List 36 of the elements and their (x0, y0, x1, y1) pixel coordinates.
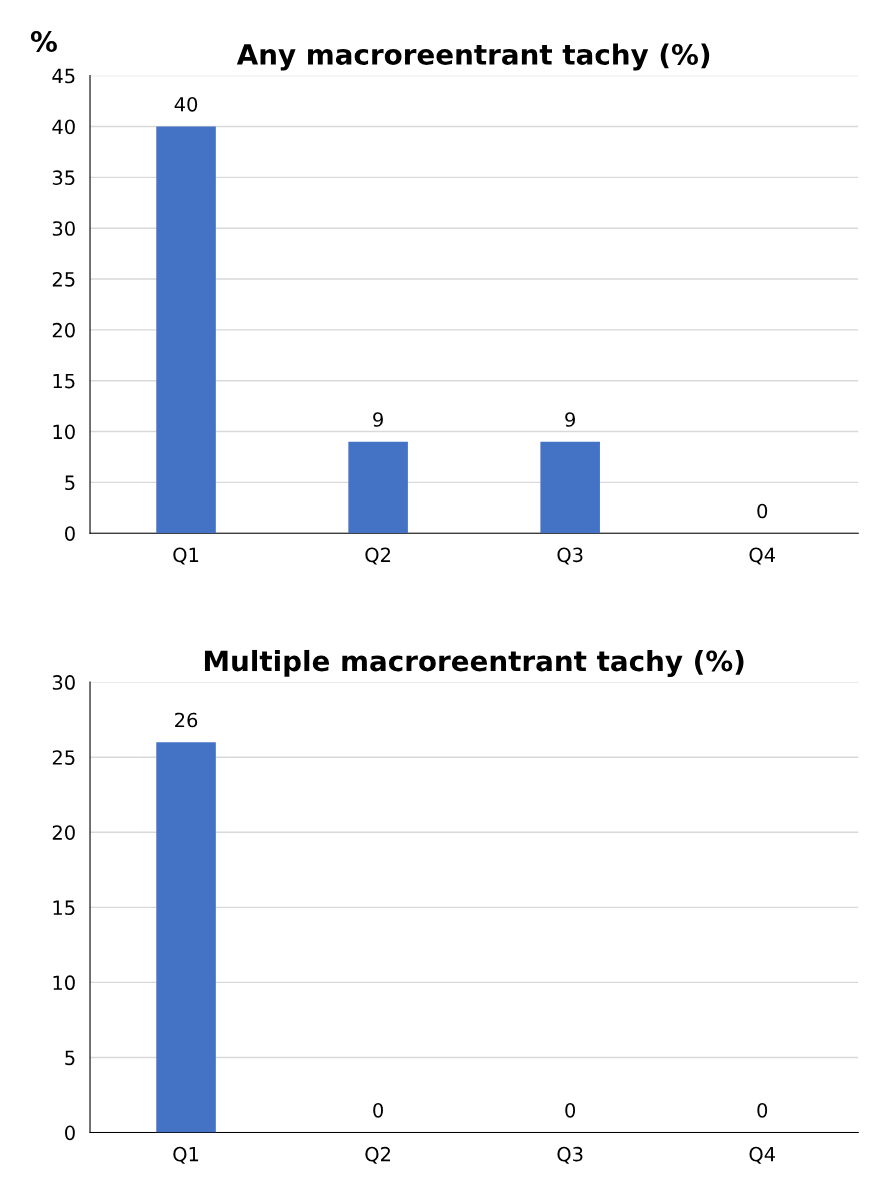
y-tick-label: 5 (65, 475, 75, 491)
data-label: 9 (373, 412, 383, 427)
data-label: 0 (373, 1102, 384, 1118)
y-tick-label: 15 (53, 900, 75, 916)
y-tick-label: 25 (52, 271, 75, 287)
chart-title: Any macroreentrant tachy (%) (236, 43, 710, 71)
x-tick-label: Q3 (557, 1146, 583, 1164)
y-axis-title: % (30, 30, 57, 52)
data-label: 26 (175, 712, 198, 728)
y-tick-label: 30 (52, 221, 75, 236)
data-label: 9 (565, 412, 575, 427)
x-tick-label: Q2 (365, 547, 390, 565)
x-tick-label: Q2 (365, 1146, 390, 1164)
y-tick-label: 0 (65, 526, 75, 541)
y-tick-label: 5 (65, 1050, 75, 1066)
data-label: 0 (757, 1102, 768, 1118)
y-tick-label: 20 (52, 825, 75, 840)
y-tick-label: 35 (52, 170, 75, 186)
chart-title: Multiple macroreentrant tachy (%) (204, 649, 744, 678)
y-tick-label: 40 (52, 119, 75, 135)
x-tick-label: Q1 (173, 1146, 199, 1164)
x-tick-label: Q3 (557, 547, 583, 565)
x-tick-label: Q4 (749, 547, 775, 565)
y-tick-label: 20 (52, 322, 75, 338)
y-tick-label: 45 (52, 68, 75, 84)
y-tick-label: 15 (53, 373, 75, 389)
y-tick-label: 0 (65, 1125, 75, 1141)
y-tick-label: 30 (52, 675, 75, 690)
data-label: 40 (174, 96, 198, 112)
data-label: 0 (565, 1102, 576, 1118)
x-tick-label: Q4 (749, 1146, 775, 1164)
x-tick-label: Q1 (173, 547, 199, 565)
y-tick-label: 10 (53, 424, 75, 440)
data-label: 0 (757, 503, 768, 519)
y-tick-label: 10 (53, 975, 75, 991)
y-tick-label: 25 (52, 750, 75, 765)
